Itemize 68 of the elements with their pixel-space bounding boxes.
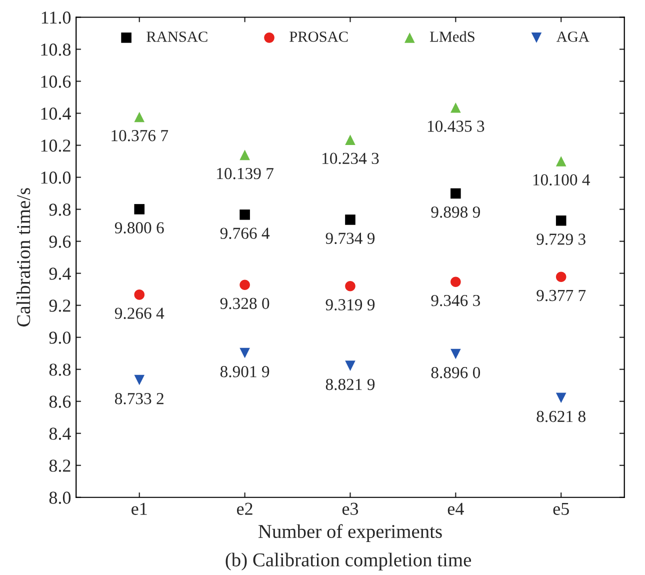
x-tick-label: e5 [553, 502, 569, 515]
y-tick-label: 10.4 [41, 108, 71, 120]
point [134, 112, 145, 122]
data-label: 9.766 4 [220, 228, 270, 239]
y-tick-label: 8.6 [49, 396, 71, 408]
point [450, 102, 461, 113]
x-tick-label: e3 [342, 502, 358, 515]
point [450, 276, 461, 288]
x-tick-label: e1 [132, 502, 147, 515]
y-tick-label: 8.0 [49, 492, 71, 504]
point [345, 214, 356, 225]
data-label: 9.377 7 [536, 290, 586, 302]
y-tick-label: 10.6 [41, 76, 71, 88]
y-tick-label: 10.2 [41, 140, 70, 152]
data-label: 9.319 9 [326, 299, 375, 310]
data-label: 8.621 8 [536, 410, 586, 422]
point [134, 374, 145, 386]
data-label: 10.100 4 [533, 174, 590, 186]
legend-label: LMedS [430, 31, 474, 42]
y-axis-title: Calibration time/s [16, 188, 30, 326]
point [345, 280, 356, 292]
y-tick-label: 9.2 [49, 300, 70, 312]
y-tick-label: 10.0 [41, 172, 71, 184]
point [556, 272, 566, 282]
point [556, 156, 566, 166]
data-label: 8.821 9 [326, 378, 375, 390]
data-label: 10.234 3 [322, 152, 379, 164]
y-tick-label: 9.6 [49, 236, 71, 248]
x-axis-title: Number of experiments [258, 524, 442, 542]
point [240, 348, 250, 358]
data-label: 9.734 9 [326, 232, 375, 244]
point [556, 392, 566, 404]
data-label: 8.896 0 [431, 366, 480, 378]
y-tick-label: 11.0 [42, 12, 71, 24]
y-tick-label: 9.4 [49, 268, 71, 280]
point [240, 210, 250, 220]
data-label: 10.435 3 [428, 120, 484, 132]
legend-label: RANSAC [146, 32, 208, 42]
y-tick-label: 9.8 [49, 204, 71, 216]
data-label: 9.898 9 [431, 206, 480, 218]
data-label: 9.346 3 [431, 294, 480, 306]
text: (b) Calibration completion time [226, 552, 472, 570]
point [450, 348, 461, 360]
data-label: 8.733 2 [115, 393, 164, 404]
y-tick-label: 8.4 [49, 428, 71, 440]
x-tick-label: e2 [236, 502, 252, 515]
x-tick-label: e4 [448, 502, 464, 515]
data-label: 8.901 9 [220, 366, 270, 378]
data-label: 9.729 3 [536, 234, 586, 245]
point [345, 134, 356, 145]
y-tick-label: 8.2 [49, 460, 70, 472]
point [450, 188, 461, 199]
point [134, 290, 145, 300]
y-tick-label: 9.0 [49, 332, 71, 344]
point [240, 150, 250, 160]
point [134, 204, 145, 214]
point [345, 360, 356, 371]
data-label: 9.266 4 [114, 308, 164, 319]
point [240, 280, 250, 290]
y-tick-label: 10.8 [41, 44, 71, 56]
y-tick-label: 8.8 [49, 364, 71, 376]
data-label: 10.376 7 [112, 130, 168, 142]
point [556, 215, 566, 226]
data-label: 10.139 7 [217, 168, 274, 180]
data-label: 9.800 6 [114, 222, 164, 234]
legend-label: AGA [556, 32, 590, 42]
legend-label: PROSAC [290, 32, 348, 42]
data-label: 9.328 0 [220, 298, 270, 310]
